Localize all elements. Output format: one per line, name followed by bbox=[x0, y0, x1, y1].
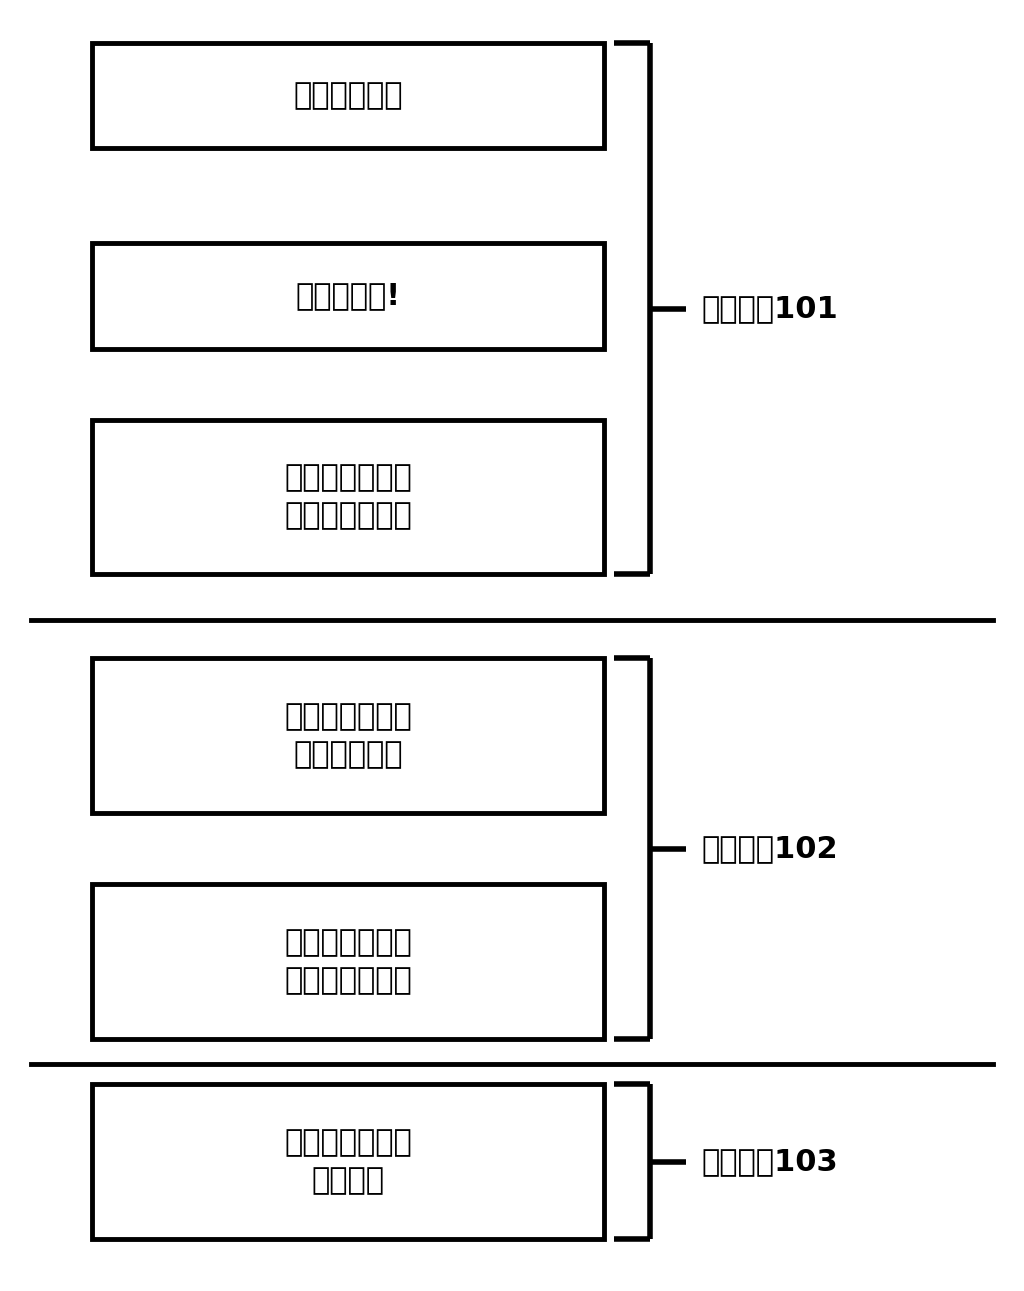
FancyBboxPatch shape bbox=[92, 43, 604, 148]
Text: 模型训练102: 模型训练102 bbox=[701, 834, 838, 862]
Text: 使用模型进行缺
失值填补: 使用模型进行缺 失值填补 bbox=[285, 1128, 412, 1195]
Text: 构建基于神经网
络分解的模型: 构建基于神经网 络分解的模型 bbox=[285, 702, 412, 769]
Text: 数据准备101: 数据准备101 bbox=[701, 294, 839, 323]
FancyBboxPatch shape bbox=[92, 1084, 604, 1239]
Text: 获取原始数据: 获取原始数据 bbox=[294, 81, 402, 110]
FancyBboxPatch shape bbox=[92, 420, 604, 574]
Text: 根据缺失率构造
新的训练数据集: 根据缺失率构造 新的训练数据集 bbox=[285, 463, 412, 531]
FancyBboxPatch shape bbox=[92, 658, 604, 813]
FancyBboxPatch shape bbox=[92, 884, 604, 1039]
Text: 模型使用103: 模型使用103 bbox=[701, 1148, 838, 1176]
Text: 数据预处理!: 数据预处理! bbox=[296, 281, 400, 310]
FancyBboxPatch shape bbox=[92, 243, 604, 349]
Text: 利用生成的新数
据集来训练模型: 利用生成的新数 据集来训练模型 bbox=[285, 928, 412, 995]
